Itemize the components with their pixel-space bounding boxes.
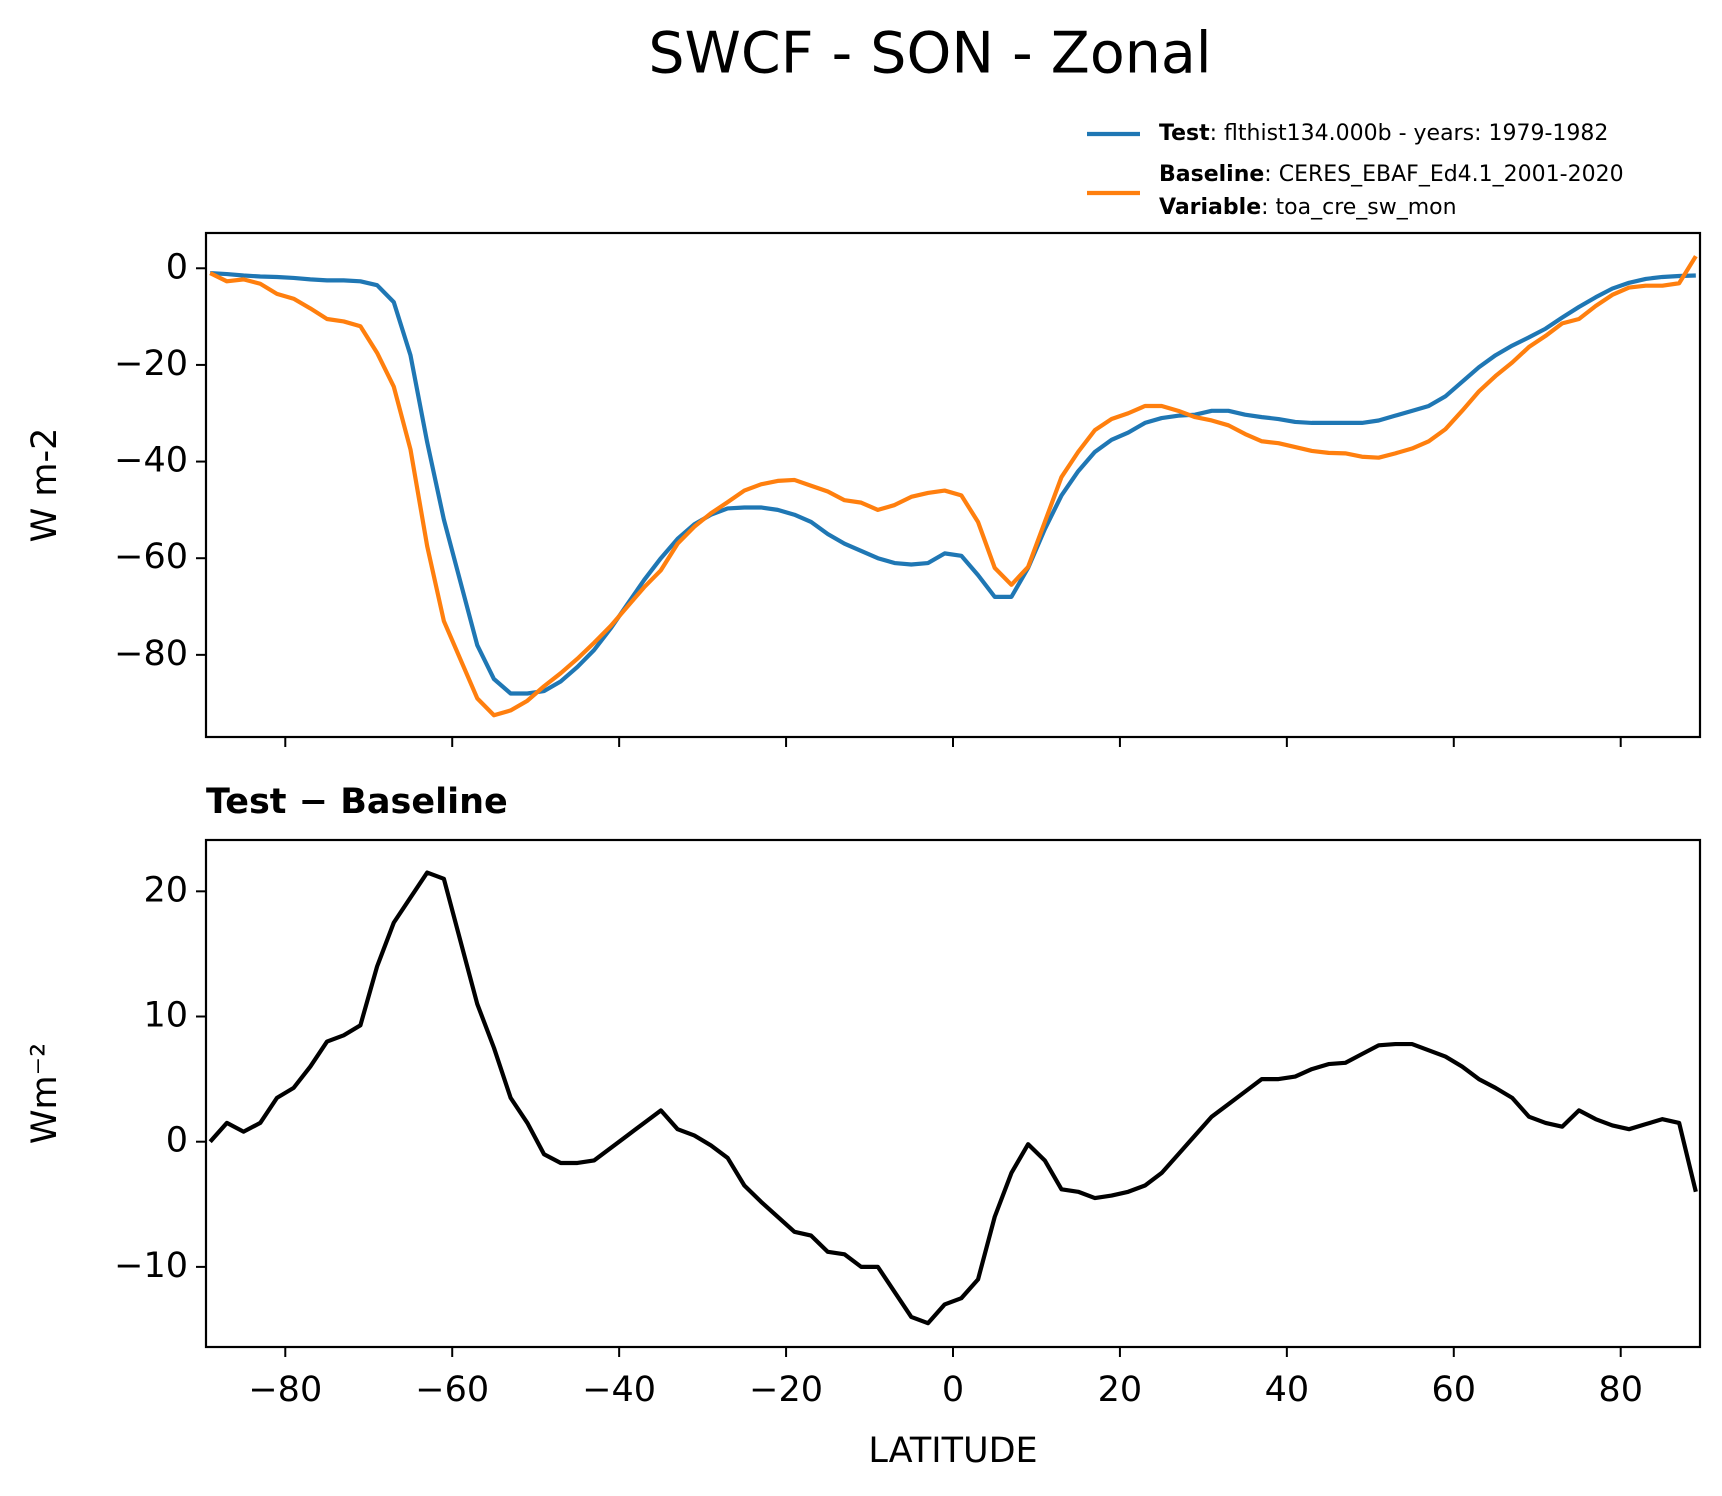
x-axis-label: LATITUDE [868,1431,1037,1471]
legend-key: Variable [1159,195,1261,220]
legend-label: Test: flthist134.000b - years: 1979-1982 [1159,121,1608,146]
data-line [209,255,1698,718]
x-tick-label: −80 [248,1370,322,1410]
legend-label: Baseline: CERES_EBAF_Ed4.1_2001-2020 [1159,162,1624,187]
y-axis-label: Wm⁻² [25,1043,65,1144]
y-tick-label: −20 [114,344,188,384]
data-line [208,870,1698,1326]
y-tick-label: −80 [114,634,188,674]
subplot-title: Test − Baseline [206,782,508,822]
y-tick-label: −40 [114,441,188,481]
y-tick-label: 20 [143,870,188,910]
y-tick-label: 10 [143,996,188,1036]
legend-label: Variable: toa_cre_sw_mon [1159,195,1457,220]
legend-text: : toa_cre_sw_mon [1261,195,1456,220]
y-tick-label: −10 [114,1246,188,1286]
figure-title: SWCF - SON - Zonal [648,21,1211,87]
x-tick-label: −20 [749,1370,823,1410]
legend-text: : flthist134.000b - years: 1979-1982 [1210,121,1609,146]
x-tick-label: 0 [942,1370,964,1410]
x-tick-label: 20 [1098,1370,1143,1410]
x-tick-label: 80 [1598,1370,1643,1410]
x-tick-label: 60 [1432,1370,1477,1410]
x-tick-label: −60 [415,1370,489,1410]
x-tick-label: 40 [1265,1370,1310,1410]
y-axis-label: W m-2 [25,428,65,543]
legend-key: Baseline [1159,162,1264,187]
y-tick-label: −60 [114,537,188,577]
x-tick-label: −40 [582,1370,656,1410]
y-tick-label: 0 [166,1121,188,1161]
legend-text: : CERES_EBAF_Ed4.1_2001-2020 [1264,162,1623,187]
data-line [210,271,1696,696]
y-tick-label: 0 [166,247,188,287]
legend-key: Test [1159,121,1210,146]
